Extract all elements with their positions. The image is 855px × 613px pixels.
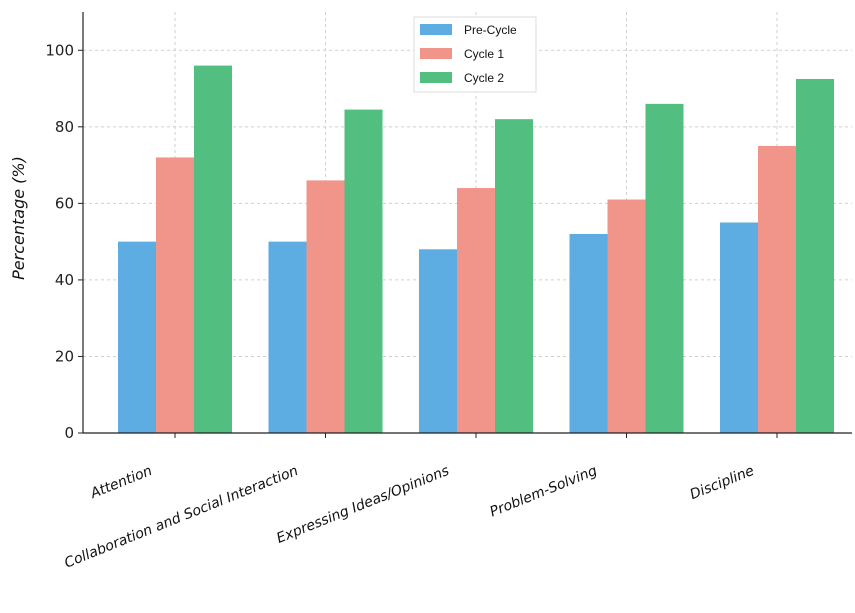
bar-pre-cycle-3 <box>419 249 457 433</box>
bars-layer <box>118 65 834 434</box>
bar-cycle-2-4 <box>645 103 684 433</box>
bar-cycle-1-1 <box>156 157 194 433</box>
legend-label: Pre-Cycle <box>464 23 517 37</box>
bar-cycle-1-3 <box>457 188 495 433</box>
y-tick-label: 80 <box>55 118 74 136</box>
bar-pre-cycle-2 <box>268 241 307 433</box>
bar-pre-cycle-1 <box>118 241 156 433</box>
bar-cycle-2-2 <box>344 109 383 433</box>
bar-cycle-1-4 <box>607 199 646 433</box>
legend-label: Cycle 1 <box>464 47 504 61</box>
x-category-label: Expressing Ideas/Opinions <box>274 463 451 547</box>
axes-layer <box>78 12 852 438</box>
bar-cycle-2-5 <box>796 78 834 434</box>
x-category-label: Attention <box>87 463 154 503</box>
y-axis-title: Percentage (%) <box>9 156 28 280</box>
bar-cycle-2-3 <box>495 119 533 433</box>
legend: Pre-Cycle Cycle 1 Cycle 2 <box>413 16 537 93</box>
bar-cycle-1-2 <box>306 180 345 433</box>
bar-pre-cycle-4 <box>569 233 608 433</box>
legend-swatch <box>420 24 452 35</box>
bar-cycle-1-5 <box>758 145 796 434</box>
y-tick-label: 40 <box>55 271 74 289</box>
y-tick-label: 0 <box>64 424 74 442</box>
legend-label: Cycle 2 <box>464 71 504 85</box>
bar-cycle-2-1 <box>194 65 232 433</box>
x-category-label: Collaboration and Social Interaction <box>62 463 300 572</box>
y-tick-label: 100 <box>45 41 74 59</box>
x-category-label: Problem-Solving <box>488 463 600 521</box>
legend-swatch <box>420 72 452 83</box>
y-tick-label: 20 <box>55 347 74 365</box>
bar-pre-cycle-5 <box>720 222 758 433</box>
y-tick-label: 60 <box>55 194 74 212</box>
legend-swatch <box>420 48 452 59</box>
x-category-label: Discipline <box>688 463 757 503</box>
